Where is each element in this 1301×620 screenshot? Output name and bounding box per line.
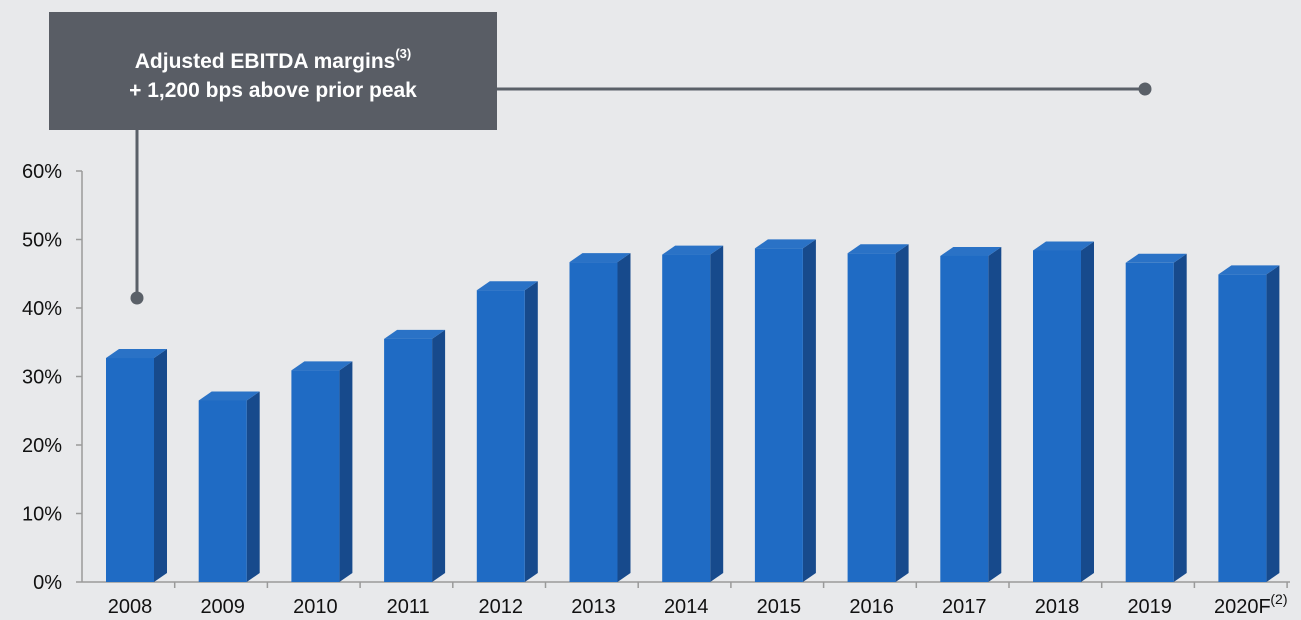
- bar-side-face: [432, 329, 446, 582]
- bar-top-face: [198, 391, 260, 401]
- bar-front-face: [384, 338, 433, 582]
- bar-side-face: [802, 239, 816, 582]
- bar-top-face: [940, 246, 1002, 256]
- bar-front-face: [662, 254, 711, 582]
- bar-side-face: [895, 244, 909, 582]
- bar-top-face: [847, 244, 909, 254]
- bar-2010: [291, 361, 353, 582]
- label-layer: 0% 10% 20% 30% 40% 50% 60% 2008 2009 2010 2011 2012…: [22, 161, 1288, 618]
- bar-side-face: [339, 361, 353, 582]
- x-tick-label: 2013: [571, 596, 616, 618]
- x-tick-label: 2019: [1127, 596, 1172, 618]
- bar-layer: [106, 239, 1280, 583]
- y-tick-label: 40%: [22, 298, 62, 320]
- bar-side-face: [1173, 253, 1187, 583]
- connector-dot-2008: [130, 291, 144, 305]
- bar-top-face: [1125, 253, 1187, 263]
- bar-2018: [1033, 241, 1094, 582]
- bar-2020F: [1218, 265, 1280, 582]
- bar-front-face: [940, 255, 989, 582]
- y-tick-label: 60%: [22, 161, 62, 183]
- bar-top-face: [754, 239, 816, 249]
- callout-line1-footnote: (3): [395, 46, 412, 61]
- x-tick-label-footnote: (2): [1270, 591, 1287, 607]
- x-tick-label: 2017: [942, 596, 987, 618]
- bar-top-face: [1218, 265, 1280, 275]
- bar-top-face: [569, 253, 631, 263]
- x-tick-label: 2015: [757, 596, 802, 618]
- y-tick-label: 10%: [22, 504, 62, 526]
- y-tick-label: 50%: [22, 230, 62, 252]
- bar-top-face: [384, 329, 446, 339]
- x-tick-label: 2020F: [1214, 596, 1271, 618]
- bar-side-face: [617, 253, 631, 583]
- bar-side-face: [154, 349, 167, 582]
- bar-front-face: [1033, 250, 1081, 582]
- bar-front-face: [476, 290, 525, 582]
- y-tick-label: 30%: [22, 367, 62, 389]
- bar-2014: [662, 245, 724, 582]
- bar-front-face: [106, 358, 154, 582]
- bar-2012: [476, 281, 538, 582]
- connector-dot-2019: [1138, 82, 1152, 96]
- callout-line1: Adjusted EBITDA margins: [134, 50, 396, 73]
- x-tick-label: 2012: [479, 596, 524, 618]
- bar-2008: [106, 349, 167, 582]
- bar-top-face: [662, 245, 724, 255]
- bar-front-face: [1218, 274, 1267, 582]
- bar-top-face: [476, 281, 538, 291]
- bar-front-face: [1125, 262, 1174, 582]
- x-tick-label: 2011: [387, 596, 430, 618]
- bar-side-face: [988, 246, 1002, 582]
- bar-side-face: [246, 391, 260, 582]
- x-tick-label: 2018: [1035, 596, 1080, 618]
- bar-2019: [1125, 253, 1187, 583]
- callout-connector: [130, 82, 1152, 305]
- bar-side-face: [1266, 265, 1280, 582]
- bar-side-face: [524, 281, 538, 582]
- bar-2017: [940, 246, 1002, 582]
- x-tick-label: 2009: [200, 596, 245, 618]
- bar-2016: [847, 244, 909, 582]
- bar-front-face: [847, 253, 896, 582]
- bar-top-face: [1033, 241, 1094, 251]
- x-tick-label: 2016: [849, 596, 894, 618]
- y-tick-label: 20%: [22, 435, 62, 457]
- bar-front-face: [569, 262, 618, 582]
- callout-line2: + 1,200 bps above prior peak: [129, 79, 417, 102]
- bar-front-face: [754, 248, 803, 582]
- bar-2011: [384, 329, 446, 582]
- x-tick-label: 2014: [664, 596, 709, 618]
- callout-box: Adjusted EBITDA margins(3) + 1,200 bps a…: [49, 12, 497, 130]
- bar-side-face: [1081, 241, 1094, 582]
- bar-2009: [198, 391, 260, 582]
- x-tick-label: 2010: [293, 596, 338, 618]
- bar-2013: [569, 253, 631, 583]
- bar-2015: [754, 239, 816, 582]
- bar-top-face: [291, 361, 353, 371]
- y-tick-label: 0%: [33, 572, 62, 594]
- bar-side-face: [710, 245, 724, 582]
- x-tick-label: 2008: [108, 596, 153, 618]
- bar-front-face: [291, 370, 340, 582]
- bar-top-face: [106, 349, 167, 359]
- bar-front-face: [198, 400, 247, 582]
